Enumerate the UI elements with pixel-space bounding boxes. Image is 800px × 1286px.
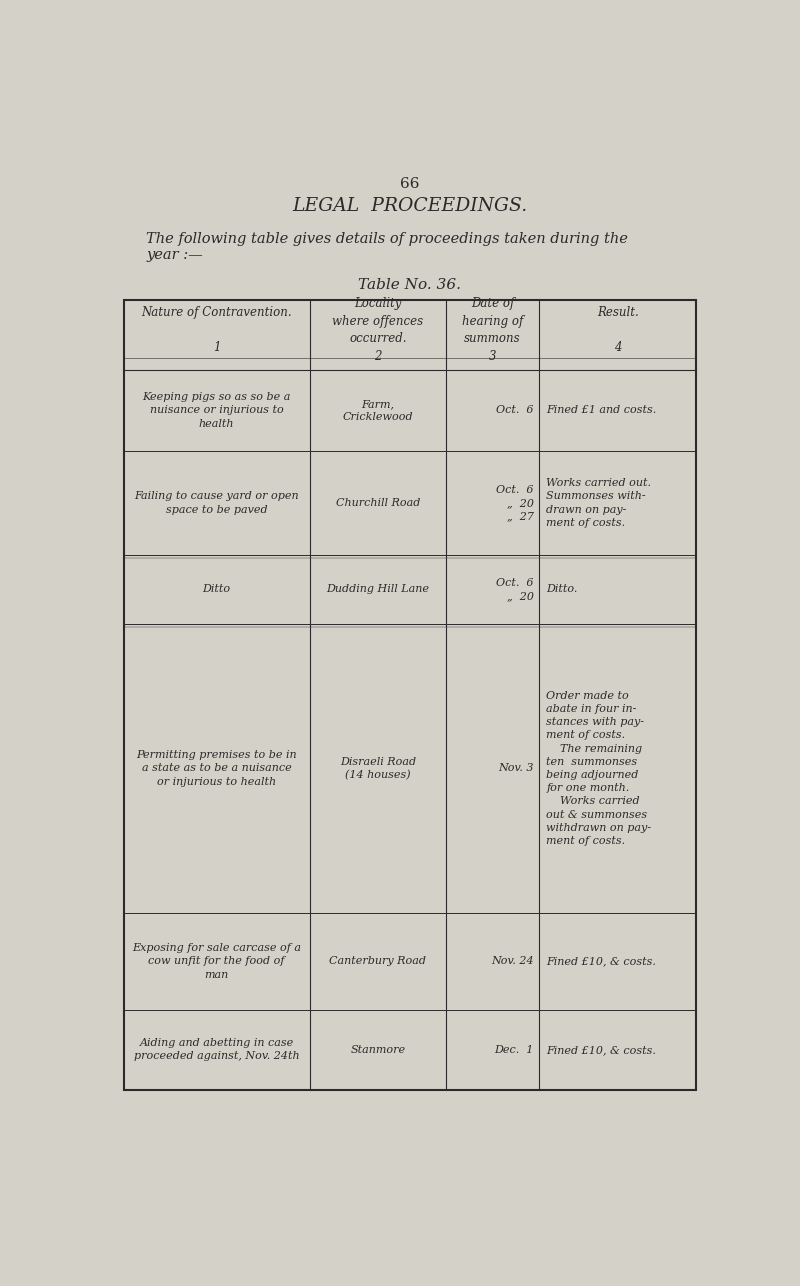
Text: Oct.  6
„  20
„  27: Oct. 6 „ 20 „ 27 [497,485,534,521]
Text: Exposing for sale carcase of a
cow unfit for the food of
man: Exposing for sale carcase of a cow unfit… [132,943,301,980]
Text: Nov. 3: Nov. 3 [498,764,534,773]
Text: Table No. 36.: Table No. 36. [358,278,462,292]
Text: Order made to
abate in four in-
stances with pay-
ment of costs.
    The remaini: Order made to abate in four in- stances … [546,691,651,846]
Bar [123,300,697,1091]
Text: Fined £1 and costs.: Fined £1 and costs. [546,405,657,415]
Text: Nov. 24: Nov. 24 [491,957,534,966]
Text: Fined £10, & costs.: Fined £10, & costs. [546,957,656,966]
Text: Farm,
Cricklewood: Farm, Cricklewood [342,399,413,422]
Text: Oct.  6: Oct. 6 [497,405,534,415]
Text: The following table gives details of proceedings taken during the: The following table gives details of pro… [146,231,628,246]
Text: Dudding Hill Lane: Dudding Hill Lane [326,584,430,594]
Text: Disraeli Road
(14 houses): Disraeli Road (14 houses) [340,756,416,781]
Text: Keeping pigs so as so be a
nuisance or injurious to
health: Keeping pigs so as so be a nuisance or i… [142,392,290,428]
Text: LEGAL  PROCEEDINGS.: LEGAL PROCEEDINGS. [292,197,528,215]
Text: Oct.  6
„  20: Oct. 6 „ 20 [497,577,534,601]
Text: 66: 66 [400,177,420,192]
Text: Permitting premises to be in
a state as to be a nuisance
or injurious to health: Permitting premises to be in a state as … [136,750,297,787]
Text: Failing to cause yard or open
space to be paved: Failing to cause yard or open space to b… [134,491,299,514]
Text: Ditto.: Ditto. [546,584,578,594]
Text: Dec.  1: Dec. 1 [494,1044,534,1055]
Text: Locality
where offences
occurred.
2: Locality where offences occurred. 2 [332,297,423,363]
Text: Works carried out.
Summonses with-
drawn on pay-
ment of costs.: Works carried out. Summonses with- drawn… [546,478,651,527]
Text: Stanmore: Stanmore [350,1044,406,1055]
Text: Ditto: Ditto [202,584,230,594]
Text: Fined £10, & costs.: Fined £10, & costs. [546,1044,656,1055]
Text: Date of
hearing of
summons
3: Date of hearing of summons 3 [462,297,523,363]
Text: Nature of Contravention.

1: Nature of Contravention. 1 [142,306,292,354]
Text: Churchill Road: Churchill Road [335,498,420,508]
Text: Result.

4: Result. 4 [597,306,638,354]
Text: Aiding and abetting in case
proceeded against, Nov. 24th: Aiding and abetting in case proceeded ag… [134,1038,299,1061]
Text: Canterbury Road: Canterbury Road [330,957,426,966]
Text: year :—: year :— [146,248,203,262]
